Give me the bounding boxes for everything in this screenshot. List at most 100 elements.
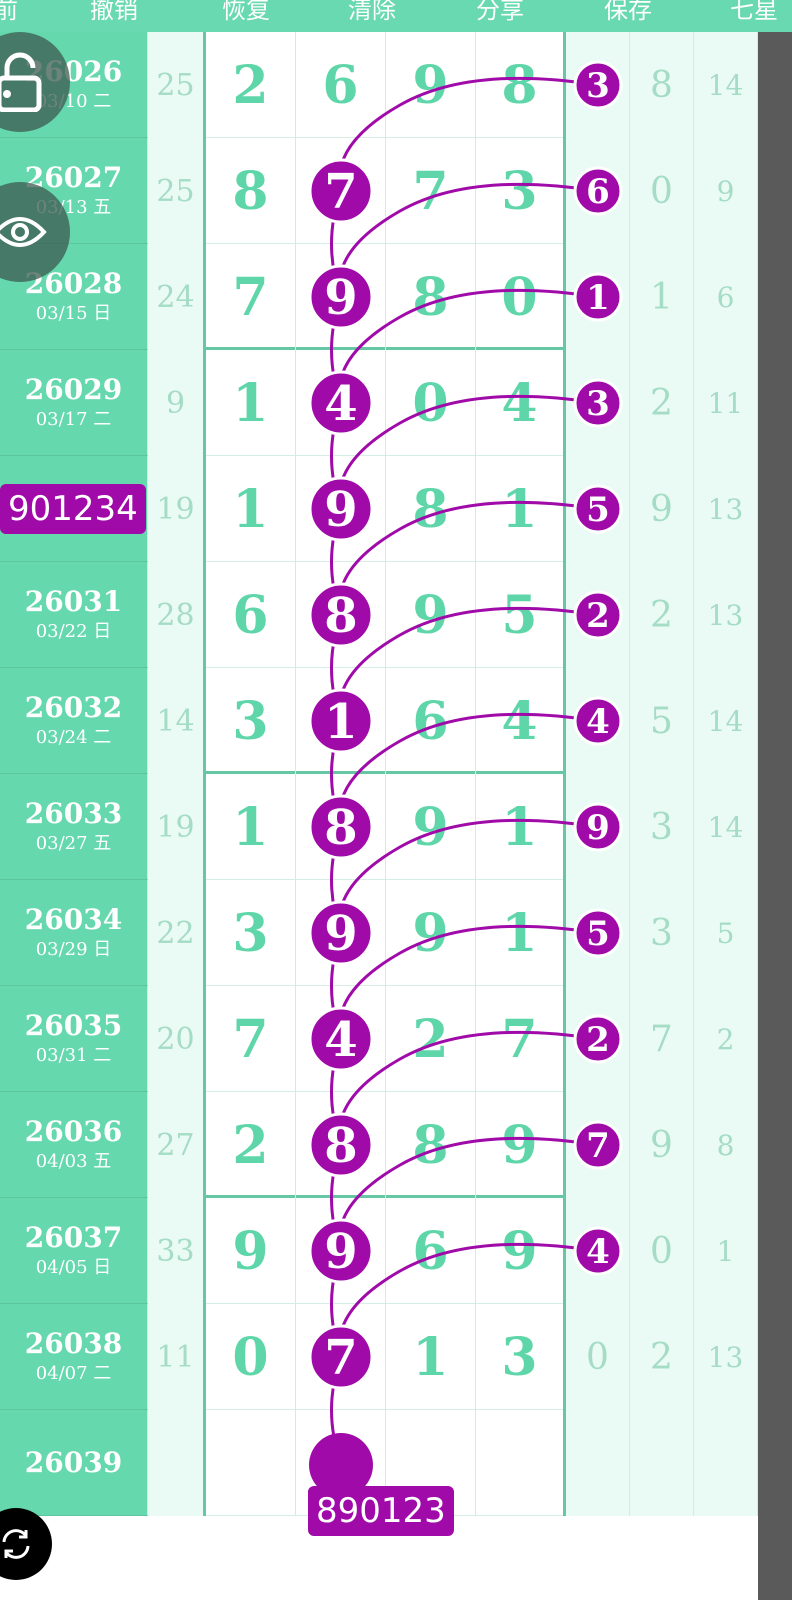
digit-cell: 8 — [296, 774, 386, 880]
arc-line — [338, 712, 599, 828]
digit-cell: 9 — [296, 880, 386, 986]
highlight-digit: 4 — [324, 376, 357, 432]
digit: 5 — [501, 584, 538, 646]
circled-digit: 6 — [586, 172, 610, 212]
digit-cell: 9 — [476, 1092, 566, 1198]
digit: 6 — [412, 1220, 449, 1282]
toolbar-item[interactable]: 清除 — [348, 0, 396, 24]
digit-cell: 7 — [386, 138, 476, 244]
circled-marker — [573, 60, 623, 110]
digit: 9 — [501, 1220, 538, 1282]
digit-cell: 3 — [476, 138, 566, 244]
value-b: 13 — [694, 562, 758, 668]
count-cell: 9 — [148, 350, 206, 456]
highlight-digit: 9 — [324, 270, 357, 326]
circled-marker — [573, 484, 623, 534]
toolbar-item[interactable]: 前 — [0, 0, 18, 24]
circled-digit: 4 — [586, 702, 610, 742]
count-cell: 24 — [148, 244, 206, 350]
toolbar-item[interactable]: 保存 — [604, 0, 652, 24]
circled-digit: 5 — [586, 490, 610, 530]
date: 03/31 二 — [35, 1044, 112, 1066]
digit: 1 — [232, 478, 269, 540]
circled-digit: 3 — [586, 66, 610, 106]
period: 26033 — [24, 796, 123, 830]
prediction-badge[interactable]: 890123 — [308, 1486, 454, 1536]
value-b: 9 — [694, 138, 758, 244]
arc-line — [338, 1030, 599, 1146]
digit-cell: 9 — [386, 32, 476, 138]
toolbar-item[interactable]: 七星 — [730, 0, 778, 24]
digit-cell: 8 — [386, 244, 476, 350]
digit: 3 — [501, 160, 538, 222]
highlight-circle — [308, 158, 374, 224]
digit-cell: 6 — [386, 668, 476, 774]
value-b: 6 — [694, 244, 758, 350]
digit-cell: 3 — [206, 668, 296, 774]
period: 26036 — [24, 1114, 123, 1148]
digit-cell — [296, 1410, 386, 1516]
digit-cell: 0 — [476, 244, 566, 350]
digit-cell: 4 — [476, 350, 566, 456]
digit: 9 — [412, 796, 449, 858]
digit: 6 — [322, 54, 359, 116]
period-cell: 26039 — [0, 1410, 148, 1516]
count-cell: 27 — [148, 1092, 206, 1198]
value-a: 8 — [630, 32, 694, 138]
toolbar-item[interactable]: 恢复 — [222, 0, 270, 24]
circled-marker — [573, 1014, 623, 1064]
digit-cell: 1 — [206, 774, 296, 880]
count-cell: 33 — [148, 1198, 206, 1304]
digit-cell: 4 — [296, 986, 386, 1092]
digit-cell: 1 — [206, 350, 296, 456]
digit: 1 — [501, 478, 538, 540]
count-cell: 19 — [148, 456, 206, 562]
digit: 3 — [232, 902, 269, 964]
highlight-circle — [308, 1218, 374, 1284]
digit-cell: 3 — [476, 1304, 566, 1410]
highlight-digit: 1 — [324, 694, 357, 750]
highlight-digit: 8 — [324, 1118, 357, 1174]
digit-cell: 9 — [386, 562, 476, 668]
circled-digit: 7 — [586, 1126, 610, 1166]
toolbar-item[interactable]: 撤销 — [90, 0, 138, 24]
digit: 4 — [501, 690, 538, 752]
highlight-circle — [308, 582, 374, 648]
digit: 3 — [501, 1326, 538, 1388]
highlight-circle — [308, 900, 374, 966]
hidden-period-badge[interactable]: 901234 — [0, 484, 146, 534]
digit-cell: 7 — [296, 1304, 386, 1410]
scrollbar[interactable] — [758, 32, 792, 1600]
arc-line — [338, 182, 599, 298]
digit: 8 — [412, 266, 449, 328]
value-a: 2 — [630, 562, 694, 668]
date: 03/29 日 — [35, 938, 112, 960]
circled-marker — [573, 802, 623, 852]
value-b: 13 — [694, 1304, 758, 1410]
prediction-circle[interactable] — [309, 1433, 373, 1497]
date: 04/03 五 — [35, 1150, 112, 1172]
digit-cell: 1 — [296, 668, 386, 774]
circled-digit: 9 — [586, 808, 610, 848]
digit-cell: 7 — [476, 986, 566, 1092]
circled-marker — [573, 1120, 623, 1170]
date: 03/27 五 — [35, 832, 112, 854]
digit-cell: 6 — [206, 562, 296, 668]
digit-cell — [386, 1410, 476, 1516]
digit-cell: 4 — [476, 668, 566, 774]
highlight-circle — [308, 688, 374, 754]
digit: 4 — [501, 372, 538, 434]
digit-cell: 6 — [296, 32, 386, 138]
toolbar-item[interactable]: 分享 — [476, 0, 524, 24]
digit: 9 — [501, 1114, 538, 1176]
value-b: 13 — [694, 456, 758, 562]
date: 03/22 日 — [35, 620, 112, 642]
plain-value: 0 — [586, 1336, 609, 1378]
period: 26029 — [24, 372, 123, 406]
count-cell: 19 — [148, 774, 206, 880]
digit-cell: 9 — [206, 1198, 296, 1304]
